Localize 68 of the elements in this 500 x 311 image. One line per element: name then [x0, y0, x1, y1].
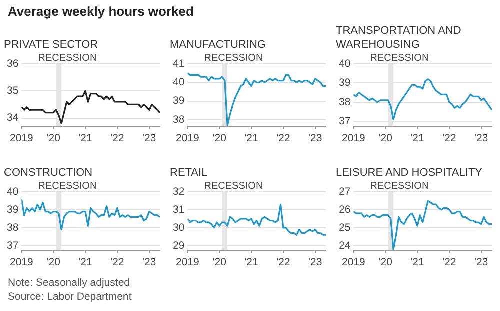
- y-tick-label: 30: [172, 222, 185, 234]
- y-tick-label: 35: [6, 85, 19, 98]
- band-label: RECESSION: [38, 180, 98, 192]
- x-tick-label: '21: [410, 256, 425, 269]
- y-tick-label: 39: [172, 95, 185, 108]
- band-label: RECESSION: [204, 52, 264, 64]
- x-tick-label: '21: [410, 132, 425, 145]
- x-tick-label: '23: [142, 132, 156, 145]
- y-tick-label: 41: [172, 58, 185, 70]
- x-tick-label: '23: [474, 132, 488, 145]
- y-tick-label: 26: [338, 204, 351, 216]
- y-tick-label: 32: [172, 186, 185, 198]
- band-label: RECESSION: [204, 180, 264, 192]
- chart-title: RETAIL: [170, 166, 209, 180]
- x-tick-label: 2019: [10, 132, 34, 145]
- x-tick-label: '22: [276, 132, 290, 145]
- band-label: RECESSION: [370, 52, 430, 64]
- y-tick-label: 29: [172, 240, 185, 252]
- x-tick-label: '22: [442, 132, 456, 145]
- source-note: Source: Labor Department: [8, 290, 133, 304]
- chart-subtitle: PRIVATE SECTOR: [4, 38, 100, 52]
- y-tick-label: 40: [172, 76, 185, 89]
- x-tick-label: '22: [110, 132, 124, 145]
- x-tick-label: '23: [308, 132, 322, 145]
- x-tick-label: '20: [212, 256, 227, 269]
- x-tick-label: 2019: [176, 256, 200, 269]
- band-label: RECESSION: [370, 180, 430, 192]
- y-tick-label: 25: [338, 222, 351, 234]
- x-tick-label: '21: [244, 132, 259, 145]
- text: Note: Seasonally adjusted: [8, 276, 131, 290]
- x-tick-label: '22: [442, 256, 456, 269]
- y-tick-label: 40: [338, 58, 351, 70]
- x-tick-label: '20: [212, 132, 227, 145]
- y-tick-label: 24: [338, 240, 351, 252]
- chart-title: LEISURE AND HOSPITALITY: [336, 166, 484, 180]
- chart-title: MANUFACTURING: [170, 38, 267, 52]
- y-tick-label: 39: [338, 77, 351, 90]
- x-tick-label: '22: [110, 256, 124, 269]
- y-tick-label: 38: [172, 114, 185, 126]
- y-tick-label: 31: [172, 204, 185, 216]
- y-tick-label: 38: [6, 222, 19, 234]
- x-tick-label: '20: [378, 256, 393, 269]
- x-tick-label: 2019: [342, 132, 366, 145]
- y-tick-label: 38: [338, 96, 351, 108]
- chart-title: Average weekly hours worked: [8, 4, 194, 19]
- y-tick-label: 34: [6, 112, 19, 124]
- y-tick-label: 40: [6, 186, 19, 198]
- chart-title: TRANSPORTATION AND WAREHOUSING: [336, 24, 462, 52]
- chart-title: CONSTRUCTION: [4, 166, 94, 180]
- x-tick-label: 2019: [10, 256, 34, 269]
- x-tick-label: '22: [276, 256, 290, 269]
- x-tick-label: '23: [474, 256, 488, 269]
- x-tick-label: '21: [244, 256, 259, 269]
- x-tick-label: '21: [78, 256, 93, 269]
- x-tick-label: '20: [46, 132, 61, 145]
- x-tick-label: '21: [78, 132, 93, 145]
- y-tick-label: 37: [6, 240, 19, 252]
- y-tick-label: 27: [338, 186, 351, 198]
- x-tick-label: 2019: [176, 132, 200, 145]
- y-tick-label: 37: [338, 115, 351, 128]
- band-label: RECESSION: [38, 52, 98, 64]
- x-tick-label: 2019: [342, 256, 366, 269]
- y-tick-label: 39: [6, 204, 19, 216]
- x-tick-label: '23: [142, 256, 156, 269]
- x-tick-label: '20: [378, 132, 393, 145]
- y-tick-label: 36: [6, 58, 19, 70]
- x-tick-label: '23: [308, 256, 322, 269]
- x-tick-label: '20: [46, 256, 61, 269]
